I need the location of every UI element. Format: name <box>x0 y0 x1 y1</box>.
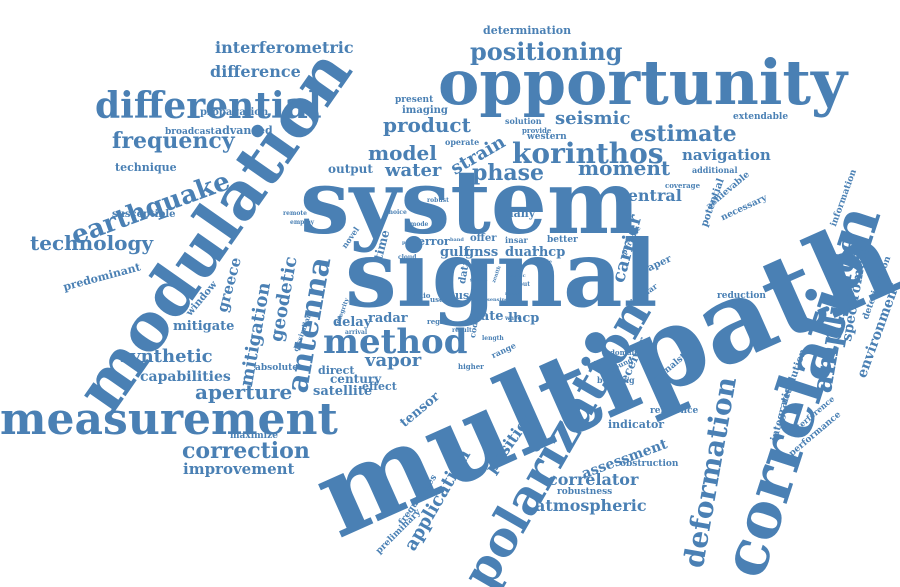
word: insar <box>505 235 528 245</box>
word: rhcp <box>532 245 566 260</box>
word: operate <box>445 137 480 147</box>
word: mode <box>410 221 429 228</box>
word: rate <box>474 309 504 324</box>
word: error <box>418 235 450 248</box>
word: improvement <box>183 460 295 478</box>
word: moment <box>578 156 671 180</box>
word: broadcast <box>165 127 215 137</box>
word: western <box>527 132 567 142</box>
word: aperture <box>195 380 293 404</box>
word: many <box>502 207 536 220</box>
word: region <box>427 317 453 326</box>
word: gnss <box>465 245 499 260</box>
word: input <box>512 281 530 288</box>
word: remote <box>283 210 307 217</box>
word: frequency <box>112 128 235 154</box>
word: opportunity <box>438 46 848 119</box>
word: technique <box>115 161 177 174</box>
word: seismic <box>555 108 631 129</box>
word: synthetic <box>120 346 213 367</box>
word: user <box>430 295 448 304</box>
word: estimate <box>630 121 737 147</box>
word: direct <box>318 364 355 377</box>
word: dual <box>505 245 537 260</box>
word: navigation <box>682 146 771 164</box>
word: sensing <box>487 297 509 303</box>
word: cloud <box>398 254 417 261</box>
word: water <box>385 160 442 181</box>
word: interferometric <box>215 38 354 57</box>
word: obstruction <box>620 459 679 469</box>
word: propagation <box>200 107 269 118</box>
word: radio <box>410 291 431 300</box>
word: lhcp <box>508 311 540 326</box>
word: model <box>368 141 437 165</box>
word: wave <box>505 315 522 322</box>
word: radar <box>368 311 408 326</box>
word: higher <box>458 362 484 371</box>
word: difference <box>210 62 301 81</box>
word: correlator <box>548 470 639 489</box>
word: use <box>455 289 477 302</box>
word: mask <box>505 291 520 297</box>
word: korinthos <box>512 137 664 170</box>
word: measurement <box>0 394 338 445</box>
word: choice <box>385 209 407 216</box>
word: system <box>300 150 640 254</box>
word: technology <box>30 231 154 255</box>
word: prior <box>402 240 416 246</box>
word: offer <box>470 233 497 244</box>
word: advanced <box>215 124 273 137</box>
word: effect <box>362 380 397 393</box>
word: band <box>450 237 464 243</box>
word: reduction <box>717 291 766 301</box>
word: arrival <box>345 329 368 336</box>
word: indicator <box>608 418 665 431</box>
word: robustness <box>557 487 613 497</box>
word: single <box>535 259 552 265</box>
word: necessary <box>719 193 769 224</box>
word: extendable <box>733 112 789 122</box>
word: century <box>330 372 382 386</box>
word: domain <box>610 348 640 357</box>
word: better <box>547 235 578 245</box>
word: susceptible <box>112 209 176 220</box>
word: vapor <box>365 350 422 371</box>
word: imaging <box>402 105 448 116</box>
word: signal <box>345 220 658 328</box>
word: atmospheric <box>535 496 647 515</box>
word: additional <box>692 165 738 175</box>
word: positioning <box>470 37 623 66</box>
word: present <box>395 95 434 105</box>
word: determination <box>483 24 572 37</box>
word: capabilities <box>140 369 231 385</box>
word: coverage <box>665 181 701 190</box>
word: product <box>383 113 471 137</box>
word: differential <box>95 85 322 127</box>
word: length <box>482 335 504 342</box>
word: gulf <box>440 245 470 260</box>
word: maximize <box>230 431 278 441</box>
word: phase <box>472 160 545 186</box>
word: output <box>328 162 373 176</box>
word: delay <box>333 315 372 330</box>
word: satellite <box>313 384 373 399</box>
word: result <box>452 327 472 334</box>
word: global <box>470 277 488 283</box>
word: method <box>323 322 468 362</box>
word: solution <box>505 116 542 126</box>
word: central <box>618 186 682 205</box>
word: reference <box>650 406 699 416</box>
word: robust <box>427 197 449 204</box>
word: absolute <box>255 363 299 373</box>
word: provide <box>522 126 552 135</box>
word: correction <box>182 438 310 464</box>
word: static <box>510 273 526 279</box>
word: mitigate <box>173 319 235 334</box>
word: employ <box>290 219 315 226</box>
word: building <box>597 375 635 385</box>
